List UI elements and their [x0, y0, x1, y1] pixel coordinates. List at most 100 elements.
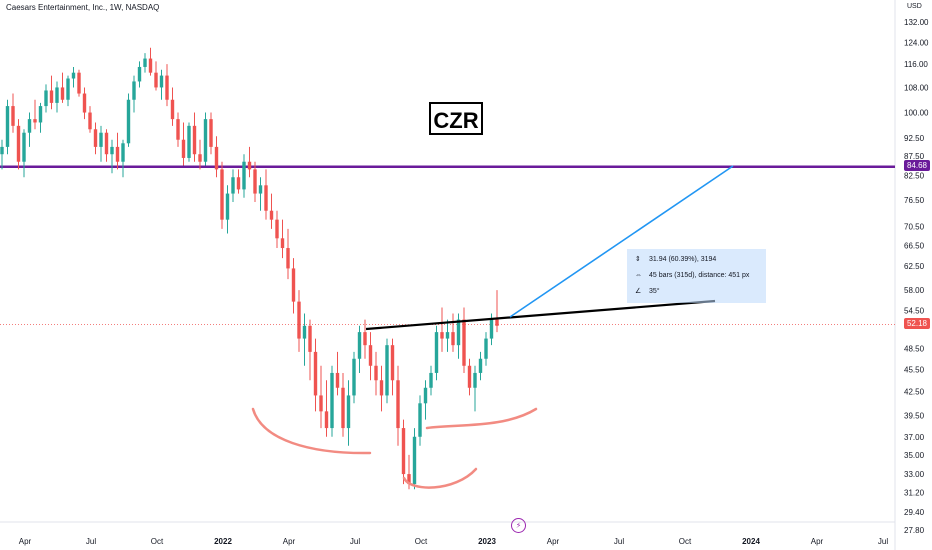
x-tick-label-9: Jul — [614, 537, 624, 546]
candle-body-60 — [330, 372, 334, 429]
y-tick-label-17: 82.50 — [904, 171, 925, 180]
candle-body-23 — [126, 99, 131, 144]
y-tick-label-4: 35.00 — [904, 451, 925, 460]
candle-body-28 — [154, 72, 158, 88]
projection-line — [509, 165, 734, 318]
candle-body-58 — [319, 395, 323, 412]
candle-body-5 — [27, 119, 32, 133]
x-tick-label-11: 2024 — [742, 537, 760, 546]
lightning-icon[interactable]: ⚡ — [511, 518, 526, 533]
y-tick-label-1: 29.40 — [904, 508, 925, 517]
candle-body-27 — [148, 58, 153, 73]
resistance-price-tag: 84.68 — [903, 160, 930, 171]
candle-body-38 — [209, 119, 213, 147]
candle-body-36 — [198, 154, 202, 162]
x-tick-label-12: Apr — [811, 537, 824, 546]
y-tick-label-16: 76.50 — [904, 196, 925, 205]
candle-body-16 — [88, 112, 92, 130]
x-tick-label-1: Jul — [86, 537, 96, 546]
currency-label: USD — [907, 3, 922, 10]
candle-body-66 — [363, 332, 367, 346]
candle-body-20 — [110, 146, 114, 155]
candle-body-1 — [5, 106, 10, 147]
candle-body-85 — [467, 365, 472, 388]
candle-body-88 — [484, 338, 488, 359]
candle-body-80 — [440, 332, 444, 339]
y-tick-label-8: 45.50 — [904, 365, 925, 374]
candle-body-37 — [203, 119, 208, 162]
candle-body-18 — [99, 132, 103, 147]
neckline-trendline — [365, 299, 716, 331]
y-tick-label-11: 54.50 — [904, 306, 925, 315]
x-tick-label-13: Jul — [878, 537, 888, 546]
candle-body-89 — [489, 319, 494, 339]
candle-body-10 — [55, 87, 59, 103]
x-tick-label-6: Oct — [415, 537, 428, 546]
x-tick-label-4: Apr — [283, 537, 296, 546]
candle-body-74 — [407, 474, 411, 485]
y-tick-label-2: 31.20 — [904, 488, 925, 497]
candle-body-63 — [346, 395, 351, 429]
candle-body-29 — [159, 75, 164, 88]
candle-body-35 — [192, 125, 197, 155]
candle-body-90 — [495, 319, 499, 326]
candle-body-59 — [324, 411, 329, 429]
y-tick-label-6: 39.50 — [904, 411, 925, 420]
candle-body-26 — [143, 58, 147, 67]
candle-body-78 — [429, 372, 433, 388]
x-tick-label-10: Oct — [679, 537, 692, 546]
candle-body-17 — [93, 129, 98, 147]
candle-body-7 — [38, 106, 43, 123]
candle-body-47 — [258, 185, 263, 194]
candle-body-49 — [269, 210, 274, 220]
candle-body-25 — [137, 66, 142, 82]
y-tick-label-3: 33.00 — [904, 470, 925, 479]
candle-body-11 — [60, 87, 65, 100]
x-tick-label-5: Jul — [350, 537, 360, 546]
candle-body-30 — [165, 75, 169, 100]
candle-body-76 — [418, 403, 422, 437]
x-tick-label-3: 2022 — [214, 537, 232, 546]
candle-body-65 — [357, 332, 362, 359]
candle-body-72 — [396, 380, 400, 429]
angle-icon: ∠ — [635, 288, 642, 295]
candle-body-13 — [71, 72, 76, 79]
candle-body-50 — [275, 219, 279, 239]
candle-body-75 — [412, 436, 417, 485]
candle-body-51 — [280, 238, 285, 249]
y-tick-label-12: 58.00 — [904, 286, 925, 295]
candle-body-43 — [236, 177, 241, 190]
candle-body-33 — [181, 139, 186, 158]
y-tick-label-22: 116.00 — [904, 60, 928, 69]
candle-body-6 — [33, 119, 37, 123]
last-price-tag: 52.18 — [903, 318, 930, 329]
candle-body-45 — [247, 161, 252, 170]
candle-body-41 — [225, 193, 230, 220]
candle-body-68 — [374, 365, 378, 381]
y-tick-label-15: 70.50 — [904, 223, 925, 232]
measure-tooltip[interactable]: ⇕ 31.94 (60.39%), 3194 ⇔ 45 bars (315d), d… — [627, 249, 766, 303]
candle-body-31 — [170, 99, 175, 120]
candle-body-2 — [11, 106, 15, 126]
y-tick-label-0: 27.80 — [904, 526, 925, 535]
candle-body-48 — [264, 185, 268, 211]
candle-body-82 — [451, 332, 455, 346]
candle-body-3 — [16, 125, 21, 162]
candle-body-8 — [44, 90, 48, 107]
chart-title: Caesars Entertainment, Inc., 1W, NASDAQ — [6, 3, 160, 12]
candle-body-40 — [220, 169, 224, 220]
y-tick-label-20: 100.00 — [904, 109, 929, 118]
measure-price-row: ⇕ 31.94 (60.39%), 3194 — [635, 254, 716, 266]
candle-body-83 — [456, 319, 461, 346]
candle-body-81 — [445, 332, 450, 339]
candle-body-67 — [368, 345, 373, 366]
ticker-annotation[interactable]: CZR — [429, 102, 483, 135]
head-curve — [402, 467, 478, 489]
y-tick-label-21: 108.00 — [904, 83, 929, 92]
candle-body-54 — [297, 301, 301, 339]
x-tick-label-7: 2023 — [478, 537, 496, 546]
y-tick-label-19: 92.50 — [904, 134, 925, 143]
measure-angle-row: ∠ 35° — [635, 286, 660, 298]
candle-body-70 — [385, 345, 389, 396]
